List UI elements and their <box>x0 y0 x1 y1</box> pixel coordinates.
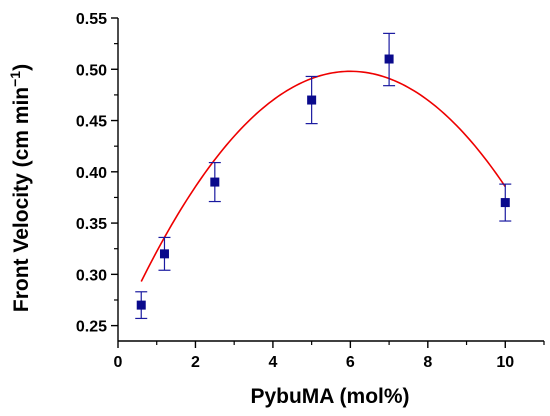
fit-curve <box>140 70 506 282</box>
data-point <box>210 177 220 187</box>
y-tick-label: 0.45 <box>76 114 107 131</box>
x-axis-title: PybuMA (mol%) <box>250 385 409 408</box>
x-tick-label: 2 <box>191 354 200 371</box>
y-tick-label: 0.25 <box>76 319 107 336</box>
data-point <box>307 95 317 105</box>
y-tick-label: 0.40 <box>76 165 107 182</box>
y-tick-label: 0.55 <box>76 11 107 28</box>
data-point <box>500 198 510 208</box>
y-tick-label: 0.30 <box>76 267 107 284</box>
data-point <box>384 54 394 64</box>
y-axis-title: Front Velocity (cm min−1) <box>7 64 33 312</box>
x-tick-label: 0 <box>114 354 123 371</box>
y-axis-title-close: ) <box>10 64 33 71</box>
y-tick-label: 0.35 <box>76 216 107 233</box>
y-tick-label: 0.50 <box>76 62 107 79</box>
y-axis-title-superscript: −1 <box>7 71 23 87</box>
x-tick-label: 4 <box>268 354 277 371</box>
data-point <box>159 249 169 259</box>
x-tick-label: 8 <box>423 354 432 371</box>
data-point <box>136 300 146 310</box>
plot-area: 0 2 4 6 8 10 0.25 0.30 0.35 0.40 0.45 0.50 0.55 <box>76 11 545 371</box>
x-tick-label: 6 <box>346 354 355 371</box>
x-tick-label: 10 <box>496 354 514 371</box>
y-axis-title-main: Front Velocity (cm min <box>10 87 33 312</box>
